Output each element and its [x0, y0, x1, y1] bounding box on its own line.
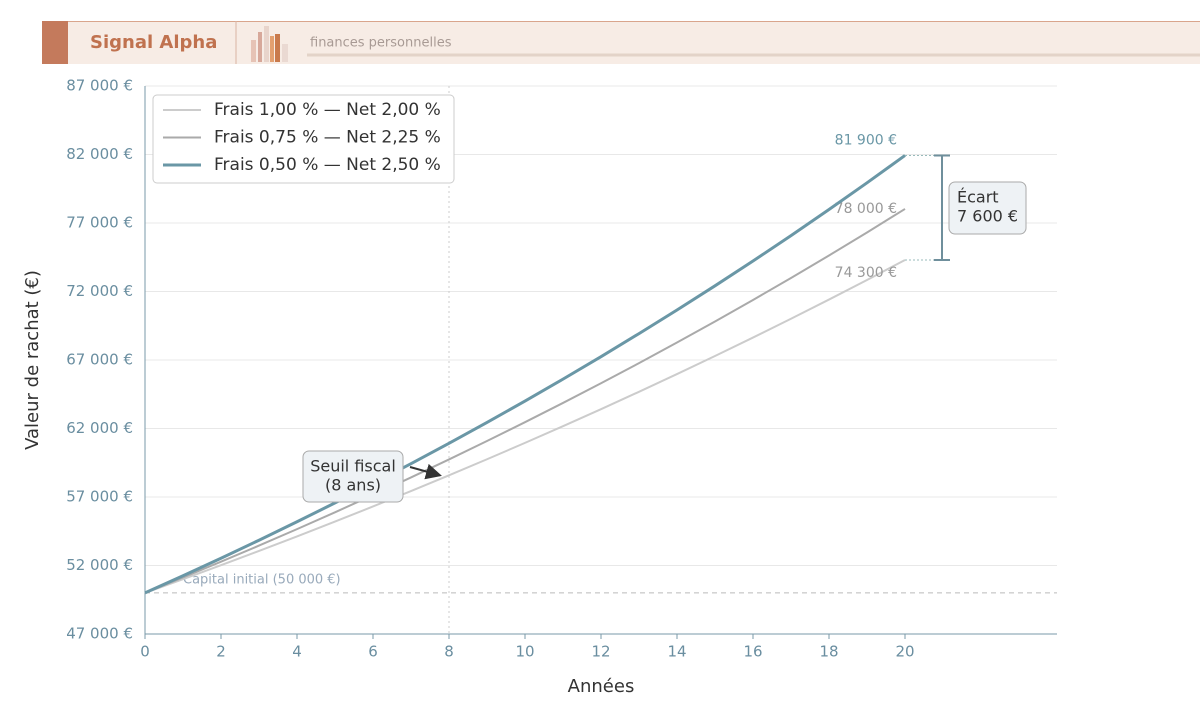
- y-axis-label: Valeur de rachat (€): [22, 270, 43, 450]
- gap-label: Écart: [957, 188, 999, 207]
- x-axis-label: Années: [568, 676, 635, 697]
- x-tick-label: 10: [515, 643, 534, 661]
- header-subtitle: finances personnelles: [310, 36, 452, 51]
- series-line: [144, 208, 906, 594]
- y-tick-label: 72 000 €: [66, 282, 133, 300]
- x-tick-label: 8: [444, 643, 454, 661]
- y-tick-label: 47 000 €: [66, 625, 133, 643]
- end-label: 78 000 €: [835, 201, 897, 217]
- x-tick-label: 2: [216, 643, 226, 661]
- x-tick-label: 12: [591, 643, 610, 661]
- header-bar: [42, 21, 1200, 64]
- y-tick-label: 62 000 €: [66, 419, 133, 437]
- x-tick-label: 16: [743, 643, 762, 661]
- y-tick-label: 82 000 €: [66, 145, 133, 163]
- gap-label: 7 600 €: [957, 207, 1018, 226]
- x-tick-label: 20: [895, 643, 914, 661]
- x-tick-label: 14: [667, 643, 686, 661]
- threshold-arrow: [409, 463, 442, 480]
- y-tick-label: 77 000 €: [66, 214, 133, 232]
- series-line: [144, 154, 906, 595]
- end-label: 81 900 €: [835, 132, 897, 148]
- gap-box: [948, 181, 1027, 235]
- logo: [251, 26, 288, 62]
- series-line: [144, 259, 906, 594]
- threshold-label: Seuil fiscal: [310, 457, 396, 476]
- y-tick-label: 87 000 €: [66, 77, 133, 95]
- baseline-label: Capital initial (50 000 €): [183, 572, 341, 587]
- x-tick-label: 18: [819, 643, 838, 661]
- header-title: Signal Alpha: [90, 32, 217, 53]
- x-tick-label: 6: [368, 643, 378, 661]
- gap-bracket: [934, 154, 950, 262]
- x-tick-label: 4: [292, 643, 302, 661]
- header: Signal Alpha finances personnelles: [42, 21, 1200, 64]
- x-tick-label: 0: [140, 643, 150, 661]
- y-tick-label: 67 000 €: [66, 351, 133, 369]
- chart: 47 000 € 52 000 € 57 000 € 62 000 € 67 000 €…: [22, 77, 1057, 697]
- legend-label: Frais 0,50 % — Net 2,50 %: [214, 155, 441, 175]
- threshold-box: [302, 450, 404, 503]
- y-tick-label: 52 000 €: [66, 556, 133, 574]
- threshold-label: (8 ans): [325, 476, 381, 495]
- legend-box: [152, 94, 455, 184]
- legend-label: Frais 1,00 % — Net 2,00 %: [214, 100, 441, 120]
- legend-label: Frais 0,75 % — Net 2,25 %: [214, 128, 441, 148]
- end-label: 74 300 €: [835, 265, 897, 281]
- header-swatch: [42, 21, 68, 64]
- y-tick-label: 57 000 €: [66, 488, 133, 506]
